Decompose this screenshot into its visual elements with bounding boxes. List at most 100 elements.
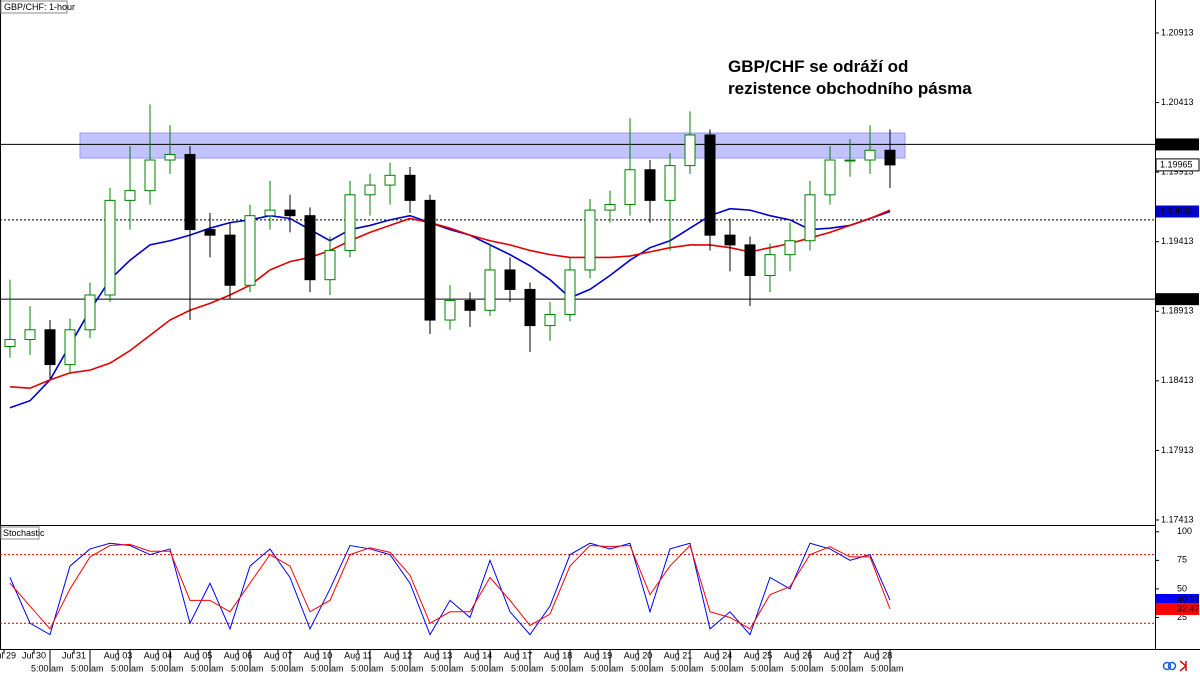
x-tick-label: 5:00 am: [431, 663, 464, 673]
x-tick-label: Aug 28: [864, 650, 893, 660]
price-tag-label: 1.19000: [1160, 294, 1193, 304]
x-tick-label: Aug 11: [344, 650, 372, 660]
candle-body: [804, 194, 816, 242]
y-tick-label: 1.20413: [1161, 97, 1194, 107]
x-tick-label: Aug 26: [784, 650, 813, 660]
candle-body: [284, 209, 296, 217]
x-tick-label: Aug 21: [664, 650, 693, 660]
indicator-tag: [1156, 602, 1199, 615]
candle-body: [464, 300, 476, 311]
x-tick-label: 5:00 am: [191, 663, 224, 673]
candle-body: [824, 159, 836, 196]
x-tick-label: Aug 19: [584, 650, 613, 660]
candle-body: [144, 159, 156, 192]
x-tick-label: Aug 24: [704, 650, 733, 660]
x-tick-label: Aug 25: [744, 650, 773, 660]
y-tick-label: 1.18913: [1161, 306, 1194, 316]
x-tick-label: 5:00 am: [311, 663, 344, 673]
y-tick-label: 50: [1177, 583, 1187, 593]
candle-body: [264, 209, 276, 217]
x-tick-label: Aug 06: [224, 650, 253, 660]
candle-body: [124, 190, 136, 201]
candle-body: [884, 149, 896, 166]
y-tick-label: 1.17413: [1161, 514, 1194, 524]
moving-average: [9, 209, 891, 390]
price-tag-label: 1.19965: [1160, 159, 1193, 169]
price-tag: [1156, 293, 1199, 306]
candle-body: [504, 269, 516, 290]
x-tick-label: 5:00 am: [391, 663, 424, 673]
x-tick-label: Jul 30: [22, 650, 46, 660]
price-tag-label: 1.19630: [1160, 206, 1193, 216]
indicator-title: Stochastic: [3, 528, 45, 538]
candle-body: [204, 229, 216, 236]
candle-body: [444, 300, 456, 321]
x-tick-label: 5:00 am: [271, 663, 304, 673]
x-tick-label: 5:00 am: [471, 663, 504, 673]
toolbar-icons: [1162, 660, 1188, 672]
x-tick-label: 5:00 am: [511, 663, 544, 673]
moving-average: [9, 207, 891, 409]
candle-body: [84, 294, 96, 331]
candle-body: [844, 159, 856, 162]
candle-body: [644, 169, 656, 201]
candle-body: [864, 149, 876, 161]
x-tick-label: Aug 18: [544, 650, 573, 660]
x-tick-label: Jul 31: [62, 650, 86, 660]
x-tick-label: 5:00 am: [71, 663, 104, 673]
candle-body: [4, 339, 16, 347]
y-tick-label: 1.18413: [1161, 375, 1194, 385]
candle-body: [364, 184, 376, 196]
icon: [1167, 661, 1177, 671]
x-tick-label: 5:00 am: [551, 663, 584, 673]
candle-body: [44, 329, 56, 366]
candle-body: [164, 153, 176, 161]
x-tick-label: Aug 13: [424, 650, 453, 660]
candle-body: [624, 169, 636, 206]
x-tick-label: 5:00 am: [591, 663, 624, 673]
x-tick-label: Aug 27: [824, 650, 853, 660]
title-box: [0, 0, 68, 14]
candle-body: [744, 244, 756, 277]
x-tick-label: 5:00 am: [231, 663, 264, 673]
candle-body: [704, 134, 716, 236]
candle-body: [324, 249, 336, 281]
y-tick-label: 75: [1177, 555, 1187, 565]
x-tick-label: 5:00 am: [751, 663, 784, 673]
x-tick-label: 5:00 am: [31, 663, 64, 673]
x-tick-label: Aug 17: [504, 650, 533, 660]
x-tick-label: Aug 14: [464, 650, 493, 660]
price-tag-label: 1.20112: [1160, 139, 1192, 149]
candle-body: [784, 240, 796, 256]
x-tick-label: Aug 10: [304, 650, 333, 660]
candle-body: [184, 153, 196, 231]
x-tick-label: Aug 07: [264, 650, 293, 660]
candle-body: [524, 288, 536, 327]
candle-body: [544, 313, 556, 327]
y-tick-label: 25: [1177, 612, 1187, 622]
x-tick-label: Aug 04: [144, 650, 173, 660]
indicator-title-box: [0, 526, 40, 540]
x-tick-label: 5:00 am: [831, 663, 864, 673]
x-tick-label: 5:00 am: [791, 663, 824, 673]
y-tick-label: 1.20913: [1161, 27, 1194, 37]
candle-body: [384, 174, 396, 186]
x-tick-label: 5:00 am: [111, 663, 144, 673]
candle-body: [64, 329, 76, 366]
annotation: GBP/CHF se odráží od: [728, 57, 908, 76]
price-tag: [1155, 158, 1200, 172]
candle-body: [244, 215, 256, 286]
candle-body: [104, 199, 116, 296]
candle-body: [224, 234, 236, 286]
candle-body: [764, 254, 776, 277]
x-tick-label: Aug 05: [184, 650, 213, 660]
stochastic-line: [9, 542, 891, 636]
x-tick-label: 5:00 am: [351, 663, 384, 673]
x-tick-label: 5:00 am: [671, 663, 704, 673]
indicator-tag-label: 32.47: [1177, 603, 1200, 613]
x-tick-label: 5:00 am: [711, 663, 744, 673]
y-tick-label: 1.19913: [1161, 166, 1194, 176]
price-tag: [1156, 205, 1199, 218]
